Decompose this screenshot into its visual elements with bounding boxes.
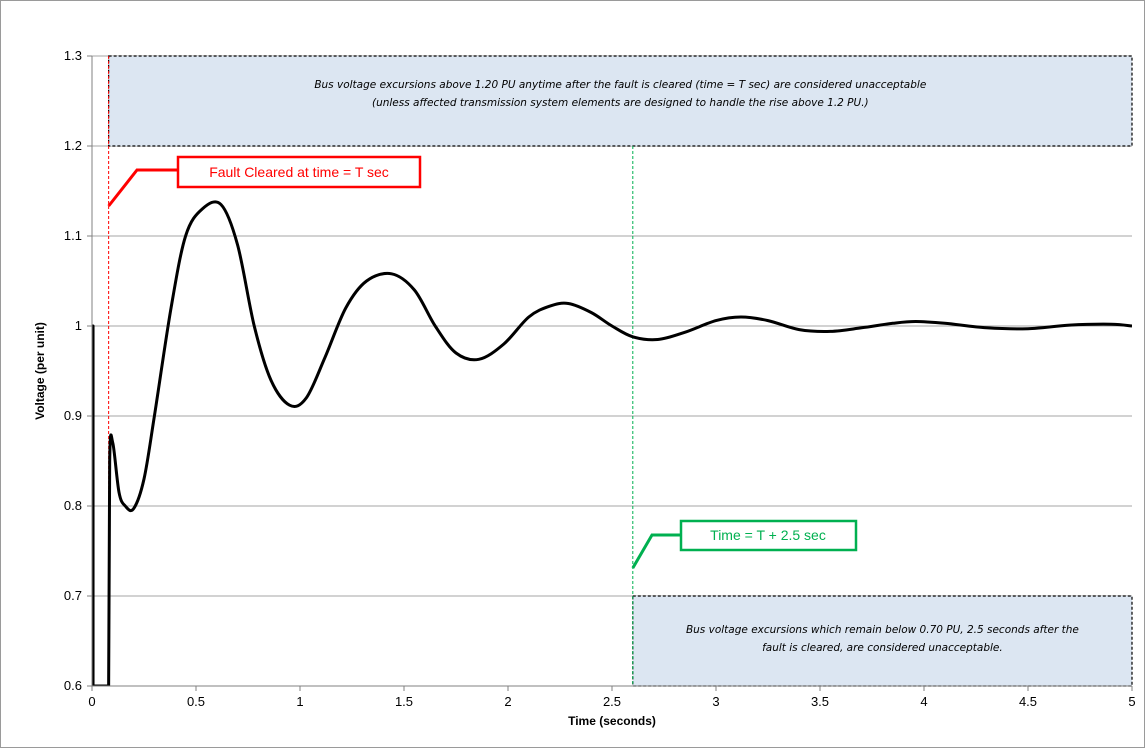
- x-axis-title: Time (seconds): [568, 714, 656, 728]
- x-tick-label: 3: [712, 694, 719, 709]
- callouts: Fault Cleared at time = T sec Time = T + …: [107, 155, 858, 569]
- y-tick-label: 0.8: [64, 498, 82, 513]
- gridlines: [92, 55, 1132, 687]
- axes: 0.6 0.7 0.8 0.9 1 1.1 1.2 1.3 0 0.5 1 1.5 2 2.5 3 3.5 4 4…: [64, 48, 1136, 709]
- x-tick-label: 1: [296, 694, 303, 709]
- y-tick-label: 1.2: [64, 138, 82, 153]
- zone-label-line: Bus voltage excursions which remain belo…: [686, 624, 1079, 636]
- x-tick-label: 5: [1128, 694, 1135, 709]
- fault-cleared-leader: [107, 168, 178, 207]
- evaluation-time-label: Time = T + 2.5 sec: [710, 527, 826, 543]
- acceptance-zones: Bus voltage excursions above 1.20 PU any…: [108, 55, 1133, 687]
- x-tick-label: 2: [504, 694, 511, 709]
- y-tick-label: 1.1: [64, 228, 82, 243]
- y-tick-label: 0.7: [64, 588, 82, 603]
- x-tick-label: 0.5: [187, 694, 205, 709]
- zone-label-line: Bus voltage excursions above 1.20 PU any…: [314, 79, 926, 91]
- time-markers: [108, 56, 634, 686]
- evaluation-time-leader: [631, 533, 681, 569]
- fault-cleared-box: [176, 155, 422, 189]
- y-tick-label: 1: [75, 318, 82, 333]
- y-tick-label: 0.6: [64, 678, 82, 693]
- voltage-series-line: [92, 200, 1132, 686]
- y-axis-title: Voltage (per unit): [33, 322, 47, 420]
- series-layer: [92, 200, 1132, 686]
- acceptance-zone: [632, 595, 1133, 687]
- x-tick-label: 3.5: [811, 694, 829, 709]
- zone-label-line: fault is cleared, are considered unaccep…: [762, 642, 1003, 654]
- fault-cleared-label: Fault Cleared at time = T sec: [209, 164, 389, 180]
- x-tick-label: 4: [920, 694, 927, 709]
- x-tick-label: 2.5: [603, 694, 621, 709]
- zone-label-line: (unless affected transmission system ele…: [372, 97, 869, 109]
- x-tick-label: 1.5: [395, 694, 413, 709]
- acceptance-zone: [108, 55, 1133, 147]
- evaluation-time-box: [679, 519, 858, 552]
- x-tick-label: 4.5: [1019, 694, 1037, 709]
- y-tick-label: 1.3: [64, 48, 82, 63]
- x-tick-label: 0: [88, 694, 95, 709]
- y-tick-label: 0.9: [64, 408, 82, 423]
